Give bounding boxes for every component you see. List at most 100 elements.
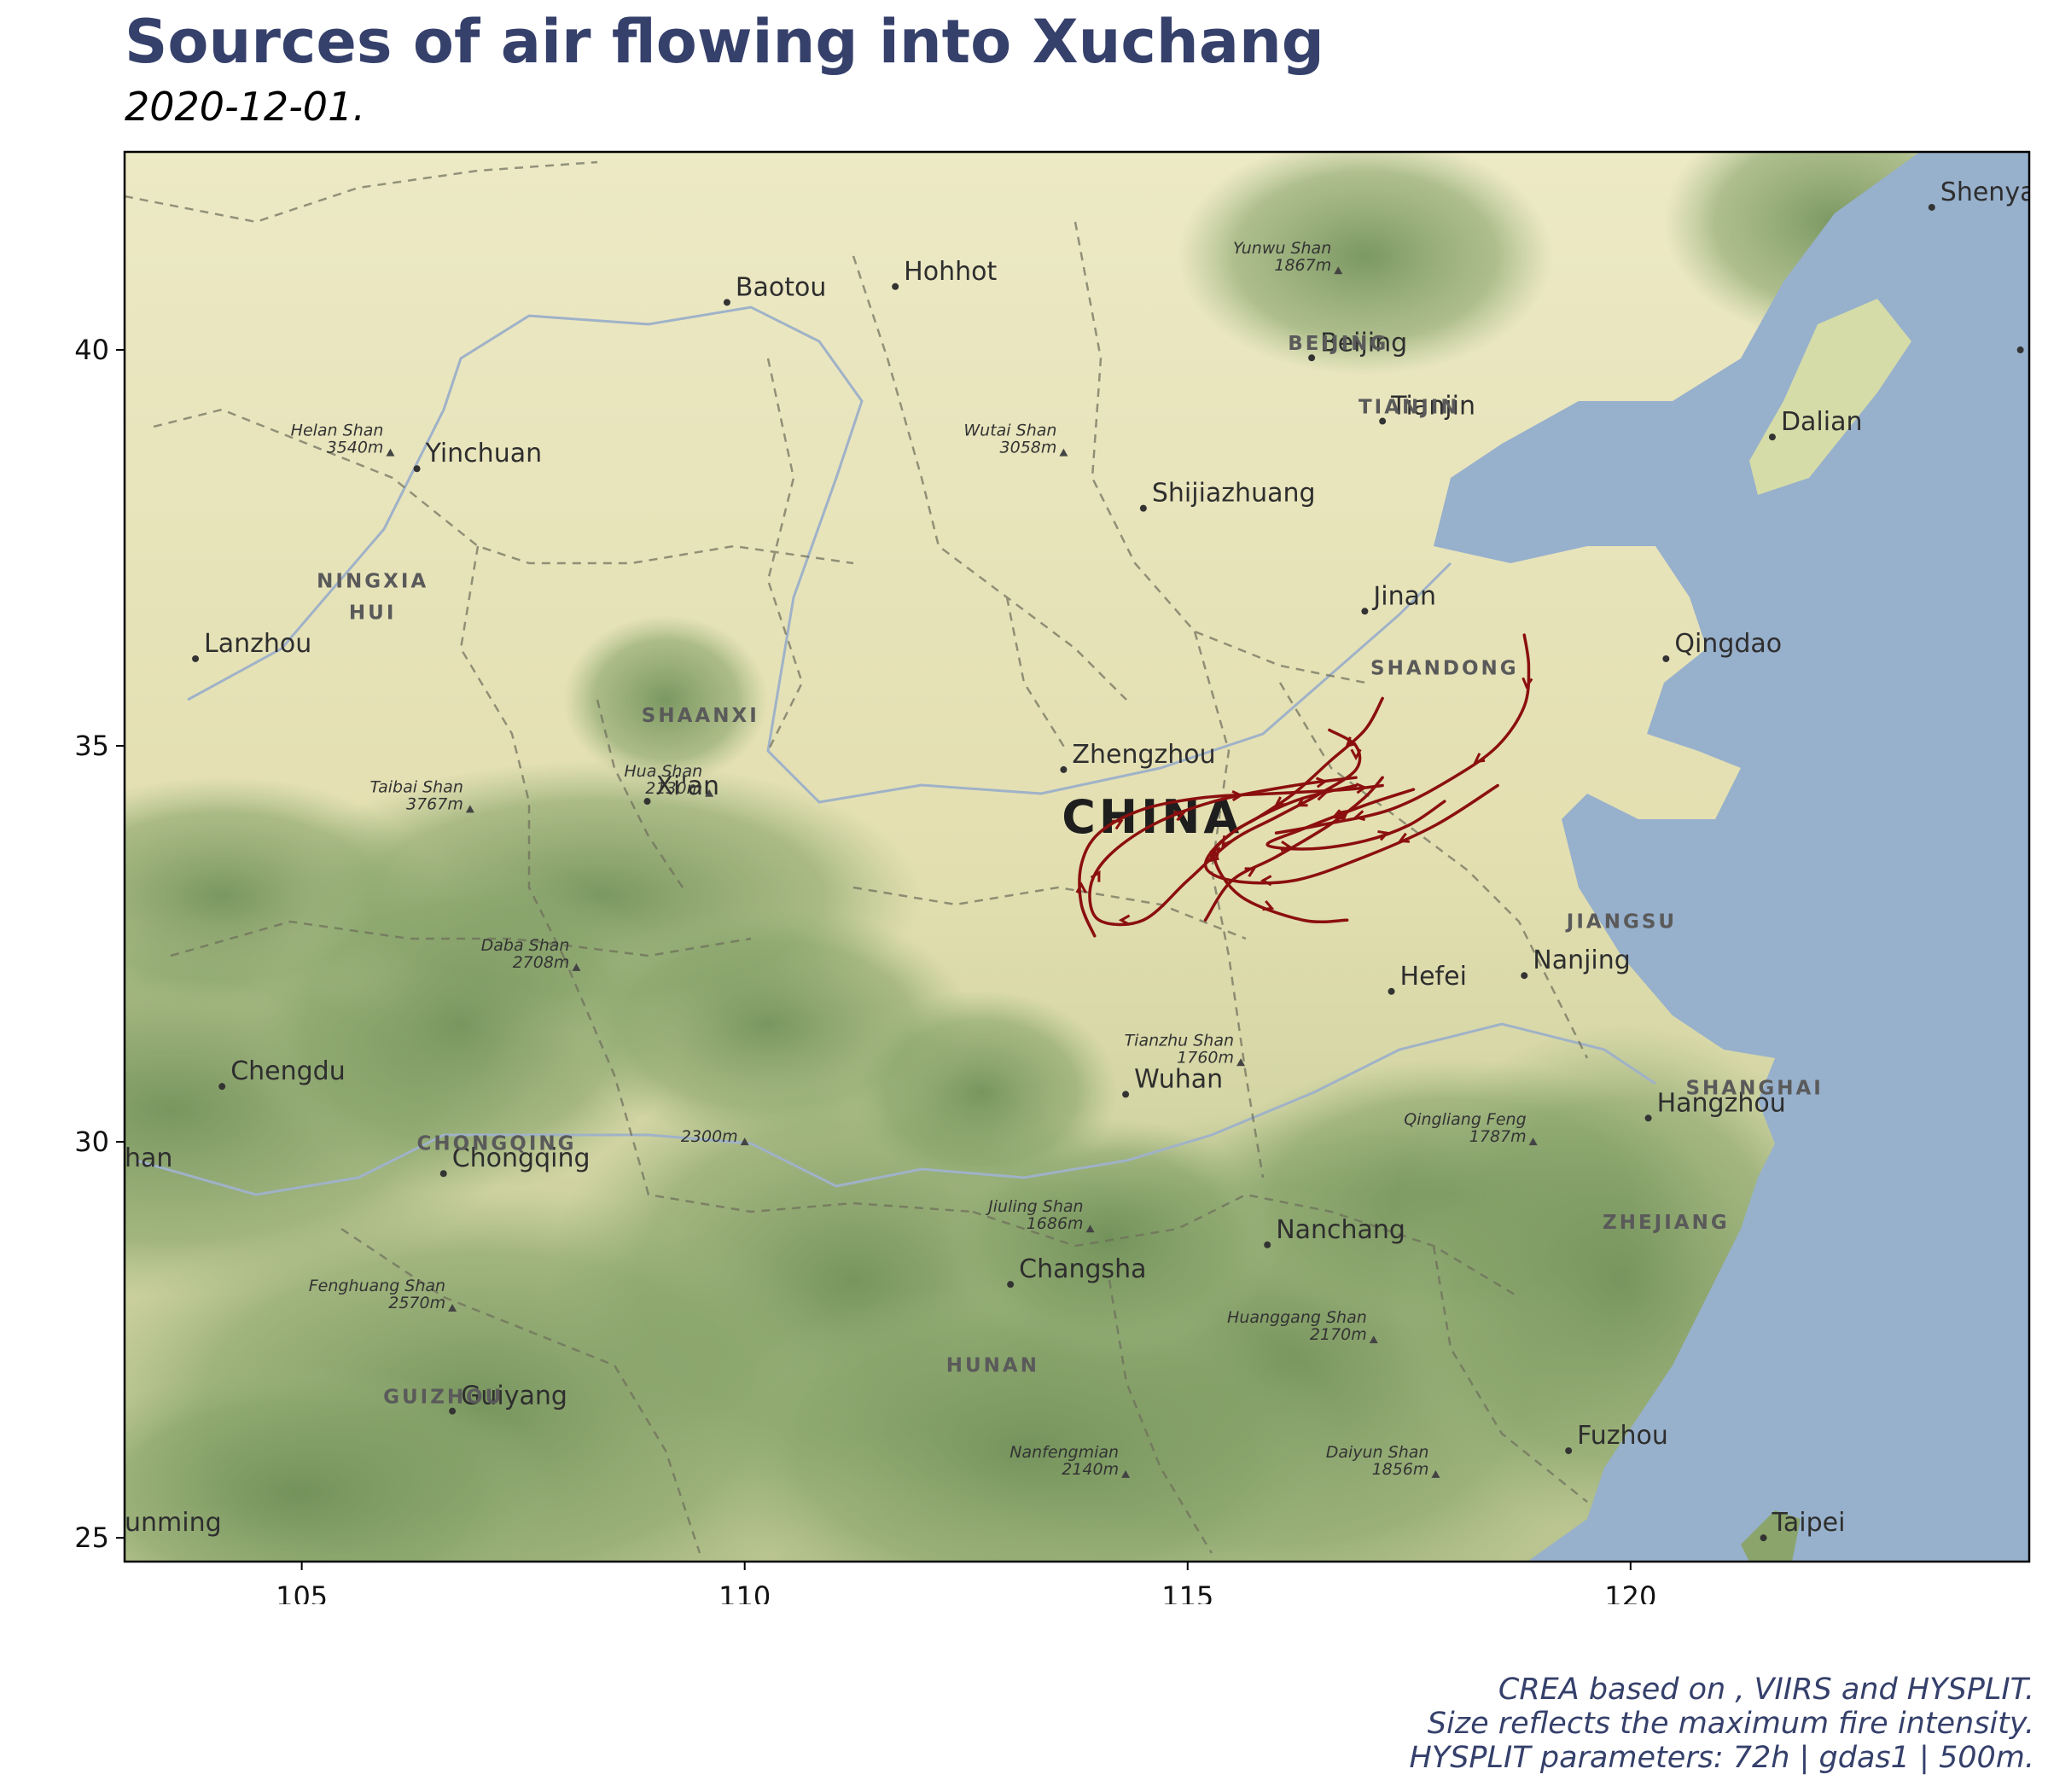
trajectory-arrow [1090, 870, 1101, 882]
trajectory-arrow [1315, 777, 1328, 788]
trajectory-arrow [1273, 796, 1286, 807]
city-dot [1760, 1534, 1767, 1542]
city-dot [439, 1170, 447, 1178]
city-dot [2016, 346, 2024, 354]
peak-elevation: 3767m [406, 794, 463, 813]
trajectory-arrow [1075, 881, 1087, 893]
peak-name: Daiyun Shan [1326, 1443, 1429, 1462]
trajectory-arrow [1280, 841, 1293, 852]
peak-name: Qingliang Feng [1404, 1110, 1526, 1129]
city-label: Shijiazhuang [1152, 479, 1316, 509]
terrain-patch [239, 853, 683, 1195]
city-dot [1264, 1241, 1271, 1248]
trajectory-arrow [1118, 914, 1131, 926]
y-tick-label: 35 [74, 730, 109, 762]
map-labels: Shenyang Baotou Hohhot Beijing Tianjin Dalian… [125, 177, 2048, 1542]
city-dot [192, 655, 200, 662]
y-tick-label: 25 [74, 1521, 109, 1554]
city-label: Hangzhou [1657, 1088, 1786, 1118]
peak-name: Daba Shan [481, 936, 570, 955]
peak-name: Yunwu Shan [1233, 239, 1331, 258]
city-label: Changsha [1019, 1254, 1146, 1284]
peak-elevation: 1867m [1274, 256, 1331, 275]
caption-line-2: Size reflects the maximum fire intensity… [1427, 1707, 2034, 1741]
x-tick-label: 110 [719, 1580, 771, 1604]
peak-elevation: 1760m [1177, 1048, 1234, 1067]
city-label: han [125, 1143, 172, 1173]
city-dot [1361, 608, 1369, 615]
terrain-patch [1178, 152, 1553, 375]
peak-elevation: 2708m [513, 953, 570, 972]
city-label: Beijing [1320, 328, 1407, 358]
peak-marker [1528, 1137, 1538, 1146]
peak-elevation: 3540m [327, 439, 384, 457]
trajectory-arrow [1295, 796, 1308, 807]
trajectory-arrow [1353, 810, 1366, 822]
city-dot [643, 798, 651, 806]
province-label: GUIZHOU [383, 1386, 503, 1408]
x-tick-label: 120 [1604, 1580, 1656, 1604]
peak-marker [1236, 1058, 1246, 1067]
peak-elevation: 1856m [1372, 1460, 1429, 1479]
trajectory-line [1203, 776, 1384, 922]
basemap: Shenyang Baotou Hohhot Beijing Tianjin Dalian… [125, 152, 2048, 1562]
trajectory-arrow [1473, 753, 1486, 764]
peak-name: Wutai Shan [963, 422, 1056, 440]
peak-name: Nanfengmian [1009, 1443, 1119, 1462]
terrain-patch [700, 1280, 1348, 1562]
yangtze-river [136, 1022, 1656, 1196]
y-tick-label: 40 [74, 334, 109, 366]
city-label: Nanchang [1276, 1215, 1405, 1245]
city-label: Shenyang [1940, 177, 2048, 207]
peak-marker [1431, 1469, 1440, 1478]
province-borders [125, 160, 1589, 1554]
province-label: TIANJIN [1359, 396, 1460, 418]
city-dot [1379, 417, 1387, 425]
trajectory-arrow [1207, 851, 1219, 863]
city-label: Chongqing [452, 1143, 591, 1173]
city-label: Wuhan [1134, 1064, 1223, 1094]
peak-elevation: 3058m [1000, 439, 1057, 457]
city-dot [892, 282, 899, 290]
city-dot [1122, 1091, 1130, 1098]
province-label: SHANDONG [1370, 658, 1519, 680]
city-label: unming [125, 1508, 222, 1538]
trajectory-arrow [1377, 829, 1390, 841]
peak-name: Taibai Shan [370, 777, 463, 796]
x-tick-label: 105 [276, 1580, 328, 1604]
peak-elevation: 2170m [1310, 1325, 1367, 1344]
peak-marker [1334, 266, 1343, 275]
trajectories [1075, 633, 1533, 938]
city-label: Hohhot [904, 257, 997, 287]
trajectory-arrow [1260, 875, 1272, 887]
y-tick-label: 30 [74, 1126, 109, 1158]
page-title: Sources of air flowing into Xuchang [125, 7, 1324, 77]
city-dot [1308, 354, 1316, 362]
liaodong-peninsula [1749, 299, 1911, 495]
peak-marker [1369, 1335, 1378, 1344]
province-label: NINGXIA [317, 570, 428, 592]
trajectory-arrow [1173, 810, 1186, 822]
city-dot [1060, 765, 1068, 773]
peak-elevation: 2300m [681, 1127, 738, 1146]
peak-marker [705, 788, 714, 797]
trajectory-arrow [1231, 789, 1244, 802]
page-subtitle: 2020-12-01. [125, 84, 365, 130]
province-label: BEIJING [1288, 333, 1388, 355]
peak-elevation: 2140m [1062, 1460, 1119, 1479]
city-dot [1521, 972, 1528, 980]
peak-marker [386, 448, 395, 457]
terrain-patch [563, 614, 768, 785]
city-dot [449, 1407, 457, 1415]
yellow-river [187, 305, 1452, 804]
peak-elevation: 2130m [645, 779, 702, 798]
peak-marker [1121, 1469, 1131, 1478]
peak-name: Jiuling Shan [985, 1197, 1083, 1216]
caption-line-3: HYSPLIT parameters: 72h | gdas1 | 500m. [1409, 1741, 2035, 1775]
caption-line-1: CREA based on , VIIRS and HYSPLIT. [1498, 1673, 2034, 1707]
city-dot [1928, 203, 1935, 211]
province-label: JIANGSU [1565, 911, 1677, 934]
trajectory-arrow [1337, 809, 1350, 821]
city-label: Jinan [1371, 581, 1436, 611]
city-label: Hefei [1400, 962, 1467, 992]
